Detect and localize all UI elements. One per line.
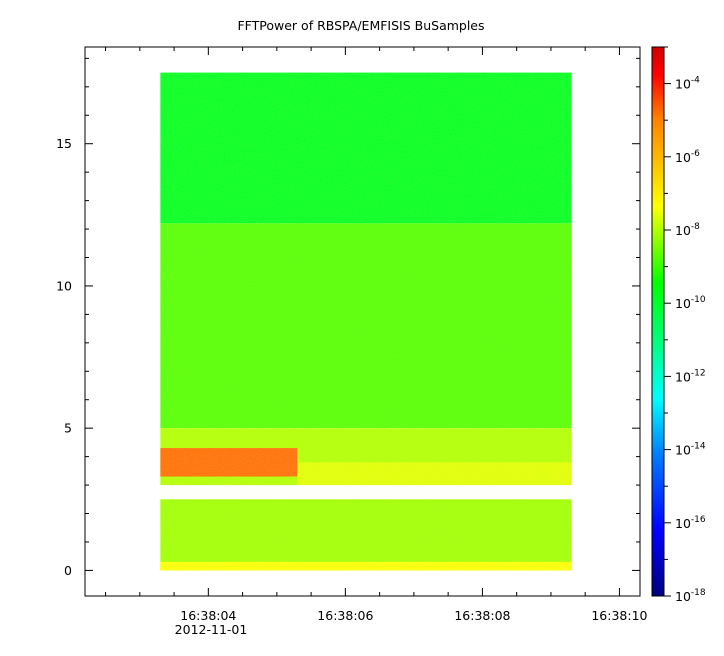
y-tick-label: 15 <box>56 136 72 151</box>
x-date-label: 2012-11-01 <box>175 622 248 637</box>
plot-area <box>84 46 641 597</box>
x-axis: 16:38:04 16:38:06 16:38:08 16:38:10 2012-11… <box>105 47 648 637</box>
x-tick-label: 16:38:08 <box>454 608 510 623</box>
colorbar-tick-label: 10-4 <box>675 76 700 92</box>
y-tick-label: 5 <box>64 421 72 436</box>
chart-title: FFTPower of RBSPA/EMFISIS BuSamples <box>237 18 484 33</box>
colorbar: 10-4 10-6 10-8 10-10 10-12 10-14 10-16 10-18 <box>651 46 706 604</box>
y-axis: 0 5 10 15 <box>56 57 640 578</box>
x-tick-label: 16:38:06 <box>317 608 373 623</box>
colorbar-tick-label: 10-10 <box>675 295 706 311</box>
y-tick-label: 0 <box>64 563 72 578</box>
y-tick-label: 10 <box>56 278 72 293</box>
plot-frame <box>84 46 641 597</box>
colorbar-tick-label: 10-12 <box>675 368 706 384</box>
colorbar-gradient <box>651 46 665 597</box>
x-tick-label: 16:38:10 <box>591 608 647 623</box>
colorbar-tick-label: 10-16 <box>675 515 706 531</box>
colorbar-tick-label: 10-6 <box>675 149 700 165</box>
x-tick-label: 16:38:04 <box>180 608 236 623</box>
colorbar-tick-label: 10-14 <box>675 442 706 458</box>
colorbar-tick-label: 10-18 <box>675 588 706 604</box>
spectrogram-texture <box>160 72 572 571</box>
colorbar-tick-label: 10-8 <box>675 222 700 238</box>
